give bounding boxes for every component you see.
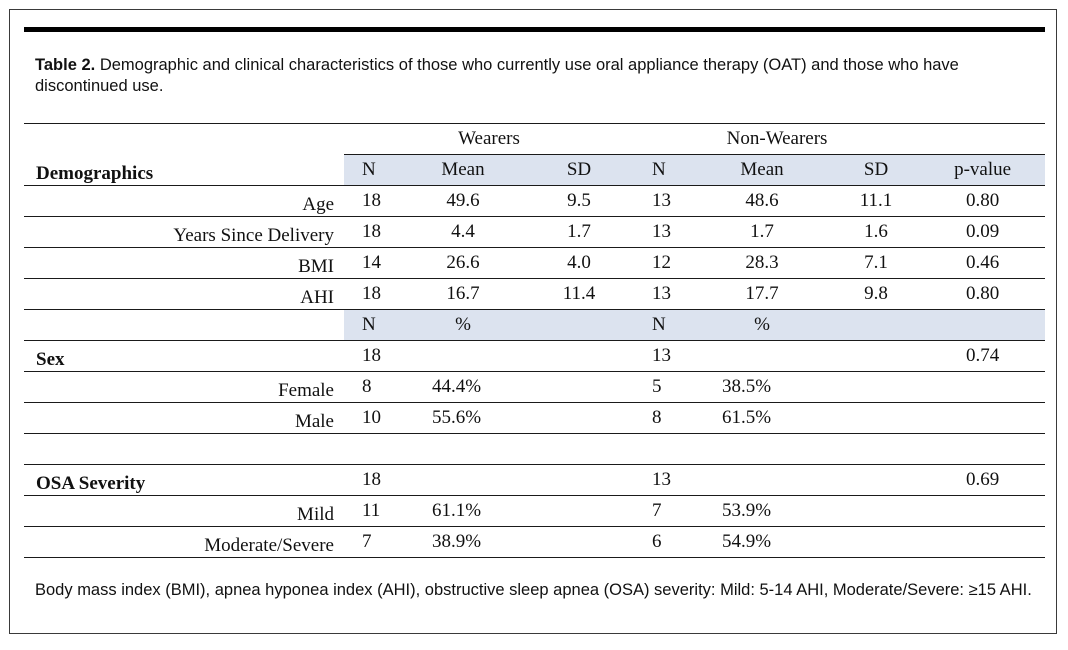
cell: 18 xyxy=(344,185,402,217)
cell: 6 xyxy=(634,526,693,558)
cell: 13 xyxy=(634,464,693,496)
cell: 9.5 xyxy=(524,185,635,217)
section-row-osa: OSA Severity 18 13 0.69 xyxy=(24,464,1046,496)
cell: 8 xyxy=(634,402,693,434)
cell: 11.1 xyxy=(832,185,921,217)
cell: 18 xyxy=(344,216,402,248)
cell: 48.6 xyxy=(692,185,833,217)
cell: 12 xyxy=(634,247,693,279)
caption-text: Demographic and clinical characteristics… xyxy=(35,56,959,95)
cell: 11.4 xyxy=(524,278,635,310)
cell: 38.9% xyxy=(402,526,524,558)
col-header: N xyxy=(634,154,693,186)
row-label: Years Since Delivery xyxy=(24,216,344,248)
cell: 0.80 xyxy=(920,278,1046,310)
cell: 0.09 xyxy=(920,216,1046,248)
cell: 16.7 xyxy=(402,278,524,310)
cell: 61.1% xyxy=(402,495,524,527)
section-row-sex: Sex 18 13 0.74 xyxy=(24,340,1046,372)
table-row: Age 18 49.6 9.5 13 48.6 11.1 0.80 xyxy=(24,185,1046,217)
col-header: % xyxy=(692,309,833,341)
cell: 17.7 xyxy=(692,278,833,310)
cell: 53.9% xyxy=(692,495,833,527)
cell: 9.8 xyxy=(832,278,921,310)
row-label: Moderate/Severe xyxy=(24,526,344,558)
cell: 11 xyxy=(344,495,402,527)
top-rule xyxy=(24,27,1045,32)
table-footnote: Body mass index (BMI), apnea hyponea ind… xyxy=(35,581,1032,599)
col-header: SD xyxy=(524,154,635,186)
col-header: N xyxy=(344,154,402,186)
table-row: Male 10 55.6% 8 61.5% xyxy=(24,402,1046,434)
row-label: BMI xyxy=(24,247,344,279)
caption-label: Table 2. xyxy=(35,56,96,74)
col-header: SD xyxy=(832,154,921,186)
cell: 4.4 xyxy=(402,216,524,248)
cell: 0.74 xyxy=(920,340,1046,372)
cell: 7.1 xyxy=(832,247,921,279)
cell: 7 xyxy=(634,495,693,527)
table-row: Female 8 44.4% 5 38.5% xyxy=(24,371,1046,403)
cell: 44.4% xyxy=(402,371,524,403)
table-row: Moderate/Severe 7 38.9% 6 54.9% xyxy=(24,526,1046,558)
cell: 1.7 xyxy=(692,216,833,248)
group-non-wearers: Non-Wearers xyxy=(634,123,921,155)
table-caption: Table 2. Demographic and clinical charac… xyxy=(35,55,1040,97)
cell: 18 xyxy=(344,340,402,372)
cell: 61.5% xyxy=(692,402,833,434)
section-sex: Sex xyxy=(24,340,344,372)
cell: 4.0 xyxy=(524,247,635,279)
cell: 10 xyxy=(344,402,402,434)
table-row: BMI 14 26.6 4.0 12 28.3 7.1 0.46 xyxy=(24,247,1046,279)
table-row: AHI 18 16.7 11.4 13 17.7 9.8 0.80 xyxy=(24,278,1046,310)
cell: 5 xyxy=(634,371,693,403)
cell: 0.46 xyxy=(920,247,1046,279)
cell: 7 xyxy=(344,526,402,558)
cell: 54.9% xyxy=(692,526,833,558)
table-row: Mild 11 61.1% 7 53.9% xyxy=(24,495,1046,527)
spacer-row xyxy=(24,433,1046,465)
cell: 49.6 xyxy=(402,185,524,217)
cell: 13 xyxy=(634,340,693,372)
col-header: N xyxy=(344,309,402,341)
row-label: Female xyxy=(24,371,344,403)
count-header-row: N % N % xyxy=(24,309,1046,341)
cell: 0.80 xyxy=(920,185,1046,217)
cell: 26.6 xyxy=(402,247,524,279)
cell: 14 xyxy=(344,247,402,279)
cell: 55.6% xyxy=(402,402,524,434)
col-header: p-value xyxy=(920,154,1046,186)
col-header: Mean xyxy=(402,154,524,186)
row-label: Mild xyxy=(24,495,344,527)
col-header: N xyxy=(634,309,693,341)
cell: 1.6 xyxy=(832,216,921,248)
table-row: Years Since Delivery 18 4.4 1.7 13 1.7 1… xyxy=(24,216,1046,248)
cell: 18 xyxy=(344,464,402,496)
cell: 28.3 xyxy=(692,247,833,279)
cell: 13 xyxy=(634,278,693,310)
cell: 0.69 xyxy=(920,464,1046,496)
row-label: Age xyxy=(24,185,344,217)
demographics-header-row: Demographics N Mean SD N Mean SD p-value xyxy=(24,154,1046,186)
section-demographics: Demographics xyxy=(24,154,344,186)
section-osa-severity: OSA Severity xyxy=(24,464,344,496)
col-header: Mean xyxy=(692,154,833,186)
row-label: Male xyxy=(24,402,344,434)
cell: 1.7 xyxy=(524,216,635,248)
cell: 13 xyxy=(634,185,693,217)
cell: 38.5% xyxy=(692,371,833,403)
cell: 13 xyxy=(634,216,693,248)
col-header: % xyxy=(402,309,524,341)
row-label: AHI xyxy=(24,278,344,310)
cell: 18 xyxy=(344,278,402,310)
group-wearers: Wearers xyxy=(344,123,635,155)
characteristics-table: Wearers Non-Wearers Demographics N Mean … xyxy=(24,123,1046,558)
group-header-row: Wearers Non-Wearers xyxy=(24,123,1046,155)
cell: 8 xyxy=(344,371,402,403)
